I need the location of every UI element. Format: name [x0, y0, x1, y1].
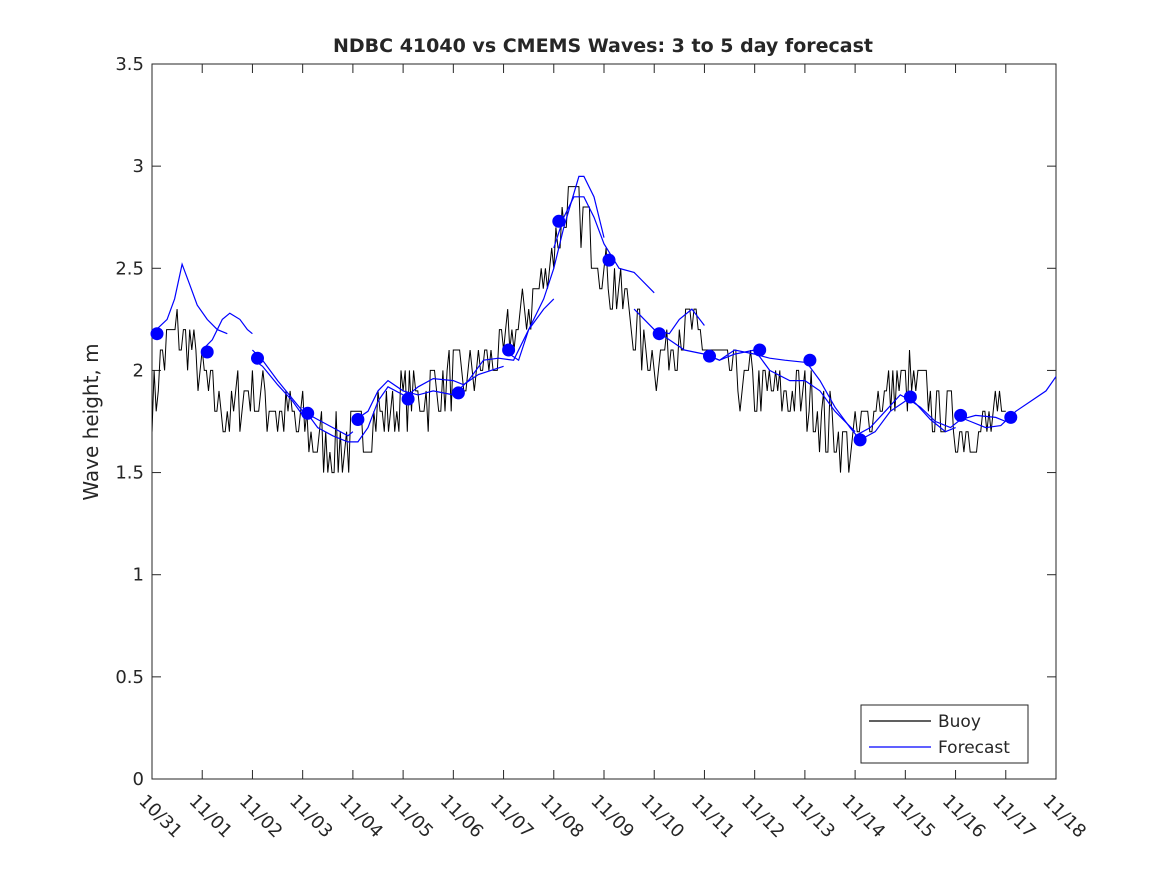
series-line-forecast	[352, 379, 454, 422]
series-line-forecast	[633, 308, 705, 335]
y-tick-label: 0.5	[115, 667, 144, 688]
series-line-forecast	[804, 359, 906, 441]
legend-label-buoy: Buoy	[938, 712, 981, 732]
series-line-forecast	[904, 396, 1007, 429]
x-tick-label: 11/08	[536, 791, 588, 843]
x-tick-label: 10/31	[134, 791, 186, 843]
forecast-marker	[502, 343, 516, 357]
forecast-marker	[1004, 410, 1018, 424]
x-tick-label: 11/01	[185, 791, 237, 843]
series-line-forecast	[152, 262, 228, 335]
series-line-forecast	[302, 386, 404, 443]
y-tick-label: 3	[133, 156, 144, 177]
x-tick-label: 11/10	[637, 791, 689, 843]
legend: Buoy Forecast	[860, 704, 1029, 764]
x-tick-label: 11/03	[285, 791, 337, 843]
x-tick-label: 11/14	[838, 791, 890, 843]
x-tick-label: 11/05	[386, 791, 438, 843]
x-tick-label: 11/09	[586, 791, 638, 843]
forecast-marker	[803, 353, 817, 367]
legend-box	[860, 704, 1029, 764]
series-line-forecast	[553, 196, 655, 294]
series-line-buoy	[152, 186, 1006, 474]
y-tick-label: 2	[133, 360, 144, 381]
y-tick-label: 3.5	[115, 54, 144, 75]
x-tick-label: 11/06	[436, 791, 488, 843]
x-tick-label: 11/11	[687, 791, 739, 843]
forecast-marker	[351, 413, 365, 426]
y-axis-label: Wave height, m	[79, 343, 103, 500]
forecast-marker	[451, 386, 465, 400]
x-tick-label: 11/12	[737, 791, 789, 843]
y-tick-label: 2.5	[115, 258, 144, 279]
forecast-marker	[401, 392, 415, 406]
forecast-marker	[753, 343, 767, 357]
forecast-marker	[853, 433, 867, 447]
forecast-marker	[150, 327, 164, 341]
legend-label-forecast: Forecast	[938, 738, 1010, 758]
x-tick-label: 11/16	[938, 791, 990, 843]
x-tick-label: 11/17	[988, 791, 1040, 843]
forecast-marker	[301, 406, 315, 420]
x-tick-label: 11/18	[1038, 791, 1090, 843]
series-line-forecast	[452, 298, 555, 396]
forecast-marker	[200, 345, 214, 359]
x-tick-label: 11/07	[486, 791, 538, 843]
forecast-marker	[903, 390, 917, 404]
plot-area	[150, 175, 1056, 474]
forecast-marker	[602, 253, 616, 267]
forecast-marker	[703, 349, 716, 363]
forecast-marker	[552, 214, 566, 228]
series-line-forecast	[754, 349, 856, 433]
axes-frame	[151, 63, 1057, 780]
series-line-forecast	[503, 175, 605, 362]
forecast-marker	[251, 351, 264, 365]
series-line-forecast	[201, 312, 253, 351]
x-tick-label: 11/15	[888, 791, 940, 843]
forecast-marker	[652, 327, 666, 341]
x-tick-label: 11/13	[787, 791, 839, 843]
y-tick-label: 1	[133, 565, 144, 586]
y-tick-label: 1.5	[115, 463, 144, 484]
x-tick-label: 11/02	[235, 791, 287, 843]
forecast-marker	[954, 408, 968, 422]
y-tick-label: 0	[133, 769, 144, 790]
x-tick-label: 11/04	[335, 791, 387, 843]
plot-series	[152, 175, 1056, 474]
chart-title: NDBC 41040 vs CMEMS Waves: 3 to 5 day fo…	[333, 35, 873, 57]
series-line-forecast	[402, 365, 504, 400]
